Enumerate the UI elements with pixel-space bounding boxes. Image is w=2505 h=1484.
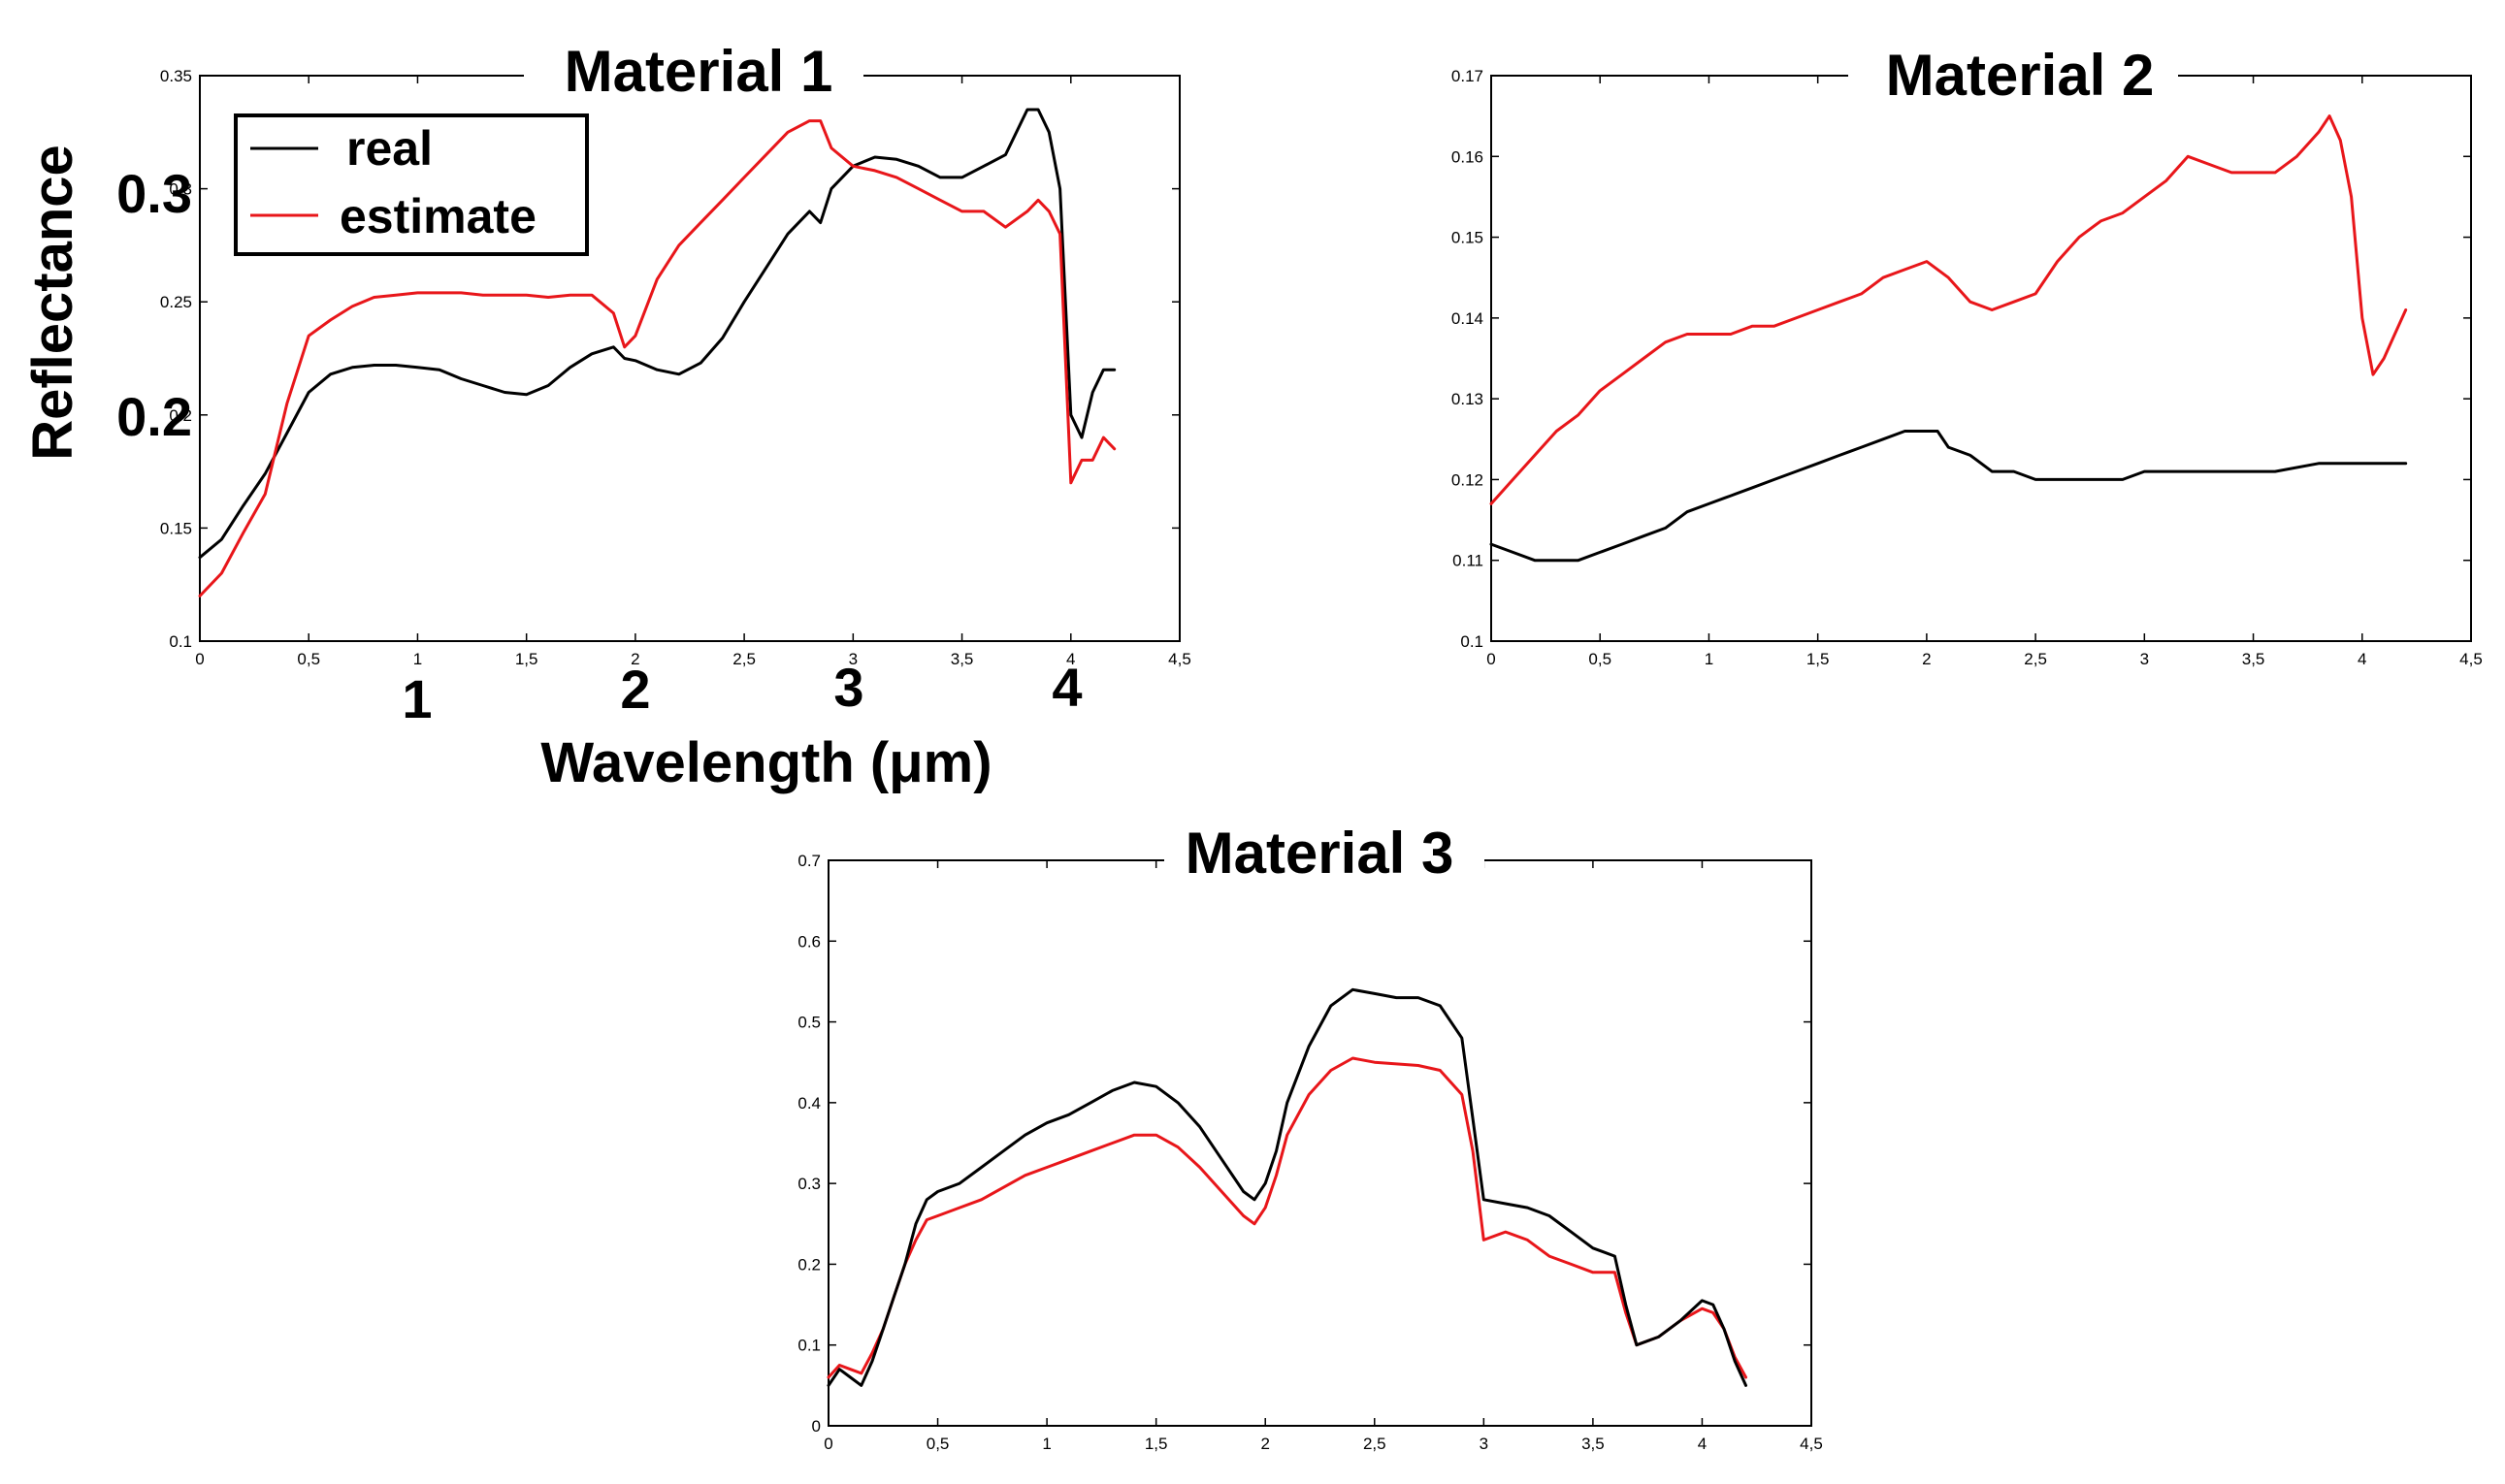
chart-material-3-axes-box (828, 859, 1812, 1427)
ytick-label-0-6: 0.6 (797, 932, 821, 951)
xtick-label-1: 1 (413, 650, 422, 668)
ytick-label-0-16: 0.16 (1451, 147, 1483, 166)
xtick-label-3-5: 3,5 (951, 650, 974, 668)
ytick-label-0-1: 0.1 (797, 1337, 821, 1355)
xtick-label-4-5: 4,5 (1800, 1435, 1823, 1453)
chart-material-1: 0 0,5 1 1,5 2 2,5 3 3,5 4 4,5 0.1 0.15 0.2 0.25 0.3 0.3… (21, 39, 1191, 794)
xtick-label-4-5: 4,5 (2459, 650, 2483, 668)
xtick-label-3: 3 (2140, 650, 2149, 668)
chart-material-2-series (1489, 114, 2408, 563)
big-xtick-1: 1 (402, 668, 432, 729)
chart-material-1-ylabel: Reflectance (21, 145, 84, 461)
series-estimate-line (827, 1056, 1747, 1379)
ytick-label-0-4: 0.4 (797, 1094, 821, 1113)
ytick-label-0-7: 0.7 (797, 852, 821, 870)
xtick-label-2: 2 (1922, 650, 1931, 668)
xtick-label-1: 1 (1705, 650, 1713, 668)
chart-material-3-title: Material 3 (1186, 821, 1454, 886)
ytick-label-0-12: 0.12 (1451, 470, 1483, 489)
xtick-label-1-5: 1,5 (1806, 650, 1830, 668)
chart-material-2-axes-box (1490, 75, 2472, 642)
big-xtick-4: 4 (1052, 657, 1082, 718)
ytick-label-0-1: 0.1 (1460, 632, 1483, 651)
series-real-line (198, 108, 1117, 560)
series-real-line (1489, 430, 2408, 563)
xtick-label-4-5: 4,5 (1168, 650, 1191, 668)
ytick-label-0-5: 0.5 (797, 1014, 821, 1032)
xtick-label-2-5: 2,5 (732, 650, 756, 668)
legend-real-label: real (346, 121, 433, 176)
chart-material-2-title-bg (1848, 47, 2178, 107)
xtick-label-3-5: 3,5 (2242, 650, 2265, 668)
xtick-label-2-5: 2,5 (1363, 1435, 1386, 1453)
legend-box (234, 113, 589, 256)
xtick-label-1-5: 1,5 (515, 650, 538, 668)
ytick-label-0: 0 (812, 1417, 821, 1436)
chart-material-2: 0 0,5 1 1,5 2 2,5 3 3,5 4 4,5 0.1 0.11 0.12 0.13 0.14 0… (1451, 43, 2483, 668)
legend-estimate-label: estimate (340, 189, 537, 243)
xtick-label-4: 4 (1066, 650, 1075, 668)
series-estimate-line (1489, 114, 2408, 505)
xtick-label-2: 2 (631, 650, 639, 668)
xtick-label-3: 3 (849, 650, 858, 668)
ytick-label-0-17: 0.17 (1451, 67, 1483, 85)
big-ytick-0.3: 0.3 (116, 163, 192, 224)
xtick-label-1: 1 (1042, 1435, 1051, 1453)
ytick-label-0-25: 0.25 (160, 293, 192, 311)
chart-material-1-ticks: 0 0,5 1 1,5 2 2,5 3 3,5 4 4,5 0.1 0.15 0.2 0.25 0.3 0.3… (160, 67, 1191, 668)
ytick-label-0-2: 0.2 (797, 1255, 821, 1274)
ytick-label-0-15: 0.15 (1451, 229, 1483, 247)
ytick-label-0-2: 0.2 (169, 406, 192, 425)
xtick-label-0: 0 (824, 1435, 832, 1453)
chart-material-1-legend: real estimate (234, 113, 589, 256)
xtick-label-4: 4 (2358, 650, 2366, 668)
xtick-label-2: 2 (1260, 1435, 1269, 1453)
ytick-label-0-14: 0.14 (1451, 309, 1483, 328)
xtick-label-1-5: 1,5 (1145, 1435, 1168, 1453)
chart-material-1-title-bg (524, 47, 863, 107)
xtick-label-0-5: 0,5 (297, 650, 320, 668)
chart-material-3-series (827, 987, 1747, 1387)
big-ytick-0.2: 0.2 (116, 386, 192, 447)
ytick-label-0-13: 0.13 (1451, 390, 1483, 408)
ytick-label-0-3: 0.3 (169, 180, 192, 199)
ytick-label-0-3: 0.3 (797, 1175, 821, 1193)
series-estimate-line (198, 119, 1117, 597)
chart-material-3: 0 0,5 1 1,5 2 2,5 3 3,5 4 4,5 0 0.1 0.2 0.3 0.4 0.5 0.6 0… (797, 821, 1822, 1453)
xtick-label-3: 3 (1480, 1435, 1488, 1453)
xtick-label-2-5: 2,5 (2024, 650, 2047, 668)
ytick-label-0-35: 0.35 (160, 67, 192, 85)
ytick-label-0-15: 0.15 (160, 519, 192, 537)
chart-material-1-xlabel: Wavelength (μm) (540, 731, 992, 794)
big-xtick-2: 2 (620, 659, 650, 720)
chart-material-3-ticks: 0 0,5 1 1,5 2 2,5 3 3,5 4 4,5 0 0.1 0.2 0.3 0.4 0.5 0.6 0… (797, 852, 1822, 1453)
big-xtick-3: 3 (833, 657, 863, 718)
chart-material-1-title: Material 1 (565, 39, 833, 104)
ytick-label-0-1: 0.1 (169, 632, 192, 651)
xtick-label-3-5: 3,5 (1581, 1435, 1605, 1453)
chart-material-2-ticks: 0 0,5 1 1,5 2 2,5 3 3,5 4 4,5 0.1 0.11 0.12 0.13 0.14 0… (1451, 67, 2483, 668)
xtick-label-0-5: 0,5 (1588, 650, 1611, 668)
chart-material-2-title: Material 2 (1886, 43, 2155, 108)
xtick-label-4: 4 (1698, 1435, 1707, 1453)
xtick-label-0: 0 (195, 650, 204, 668)
chart-material-3-title-bg (1164, 826, 1484, 887)
series-real-line (827, 987, 1747, 1387)
xtick-label-0-5: 0,5 (927, 1435, 950, 1453)
xtick-label-0: 0 (1486, 650, 1495, 668)
ytick-label-0-11: 0.11 (1452, 552, 1483, 570)
chart-material-1-series (198, 108, 1117, 597)
